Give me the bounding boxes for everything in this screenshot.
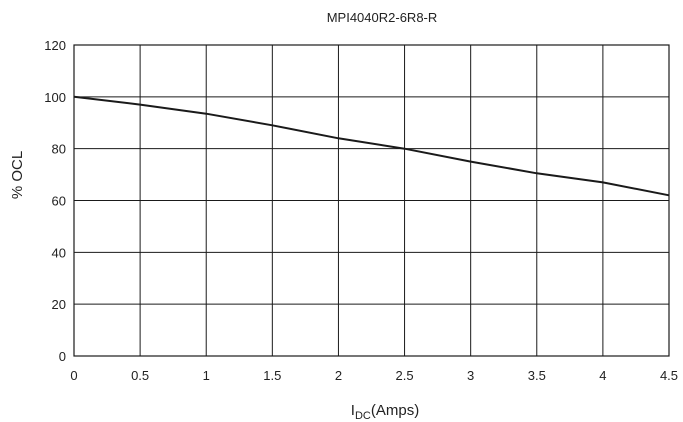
x-tick-label: 4.5 bbox=[660, 368, 678, 383]
x-axis-label-main: I bbox=[351, 402, 355, 419]
plot-frame bbox=[73, 44, 670, 357]
x-tick-label: 1.5 bbox=[263, 368, 281, 383]
gridlines bbox=[73, 44, 670, 357]
x-axis-label: IDC(Amps) bbox=[351, 402, 419, 422]
y-tick-label: 60 bbox=[52, 194, 66, 209]
x-axis-label-suffix: (Amps) bbox=[371, 402, 419, 419]
x-tick-label: 3 bbox=[467, 368, 474, 383]
y-tick-label: 20 bbox=[52, 297, 66, 312]
y-tick-label: 0 bbox=[59, 349, 66, 364]
y-axis-label: % OCL bbox=[9, 151, 26, 199]
series-line-ocl bbox=[73, 95, 670, 197]
y-tick-label: 100 bbox=[44, 90, 66, 105]
x-tick-label: 0 bbox=[70, 368, 77, 383]
x-axis-label-subscript: DC bbox=[355, 410, 371, 422]
chart-title: MPI4040R2-6R8-R bbox=[327, 10, 438, 25]
x-tick-label: 3.5 bbox=[528, 368, 546, 383]
x-tick-label: 4 bbox=[599, 368, 606, 383]
y-tick-labels: 0 20 40 60 80 100 120 bbox=[44, 38, 66, 364]
y-tick-label: 80 bbox=[52, 142, 66, 157]
x-tick-label: 0.5 bbox=[131, 368, 149, 383]
y-tick-label: 120 bbox=[44, 38, 66, 53]
y-tick-label: 40 bbox=[52, 245, 66, 260]
x-tick-label: 1 bbox=[203, 368, 210, 383]
x-tick-label: 2 bbox=[335, 368, 342, 383]
x-tick-label: 2.5 bbox=[396, 368, 414, 383]
x-tick-labels: 0 0.5 1 1.5 2 2.5 3 3.5 4 4.5 bbox=[70, 368, 678, 383]
